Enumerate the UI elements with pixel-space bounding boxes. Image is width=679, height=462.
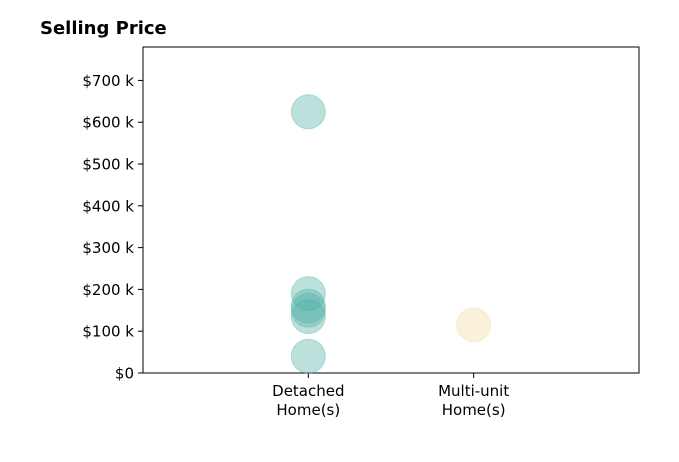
chart-title: Selling Price bbox=[40, 18, 167, 39]
y-tick-label: $600 k bbox=[82, 114, 134, 132]
point bbox=[290, 288, 326, 324]
point bbox=[290, 292, 326, 328]
point bbox=[456, 307, 492, 343]
point bbox=[290, 94, 326, 130]
y-tick-label: $100 k bbox=[82, 323, 134, 341]
plot-frame bbox=[142, 46, 640, 374]
y-tick-label: $200 k bbox=[82, 281, 134, 299]
y-tick-label: $500 k bbox=[82, 156, 134, 174]
y-tick-label: $400 k bbox=[82, 197, 134, 215]
y-tick-label: $0 bbox=[115, 365, 134, 383]
point bbox=[290, 338, 326, 374]
point bbox=[290, 276, 326, 312]
y-tick-label: $300 k bbox=[82, 239, 134, 257]
x-tick-label: Detached Home(s) bbox=[272, 382, 345, 419]
y-tick-label: $700 k bbox=[82, 72, 134, 90]
point bbox=[290, 299, 326, 335]
x-tick-label: Multi-unit Home(s) bbox=[438, 382, 510, 419]
